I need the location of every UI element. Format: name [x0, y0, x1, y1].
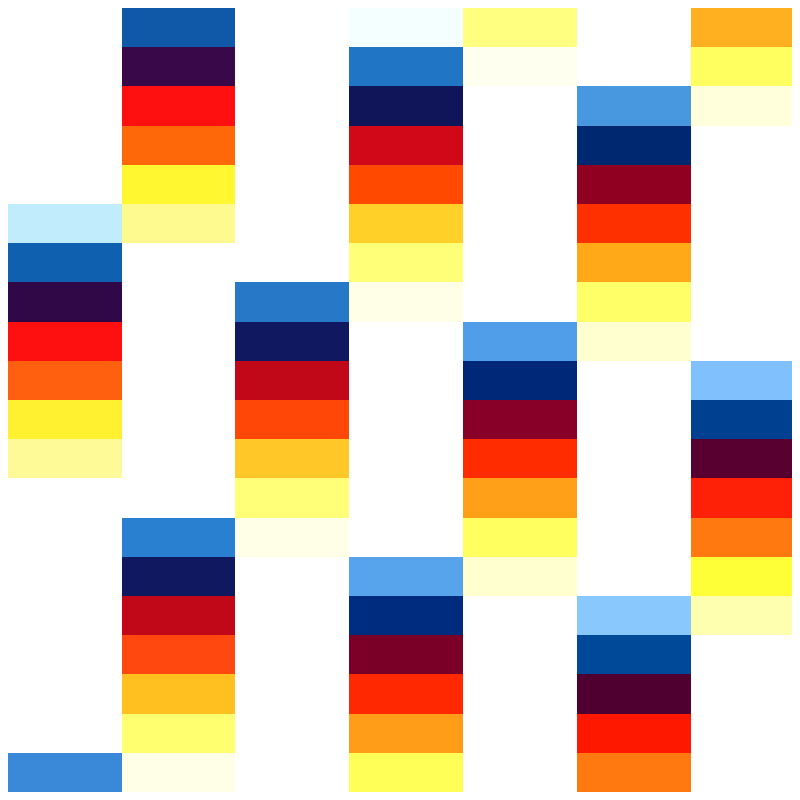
heatmap-cell-r12-c4: [463, 478, 577, 518]
heatmap-cell-r14-c4: [463, 557, 577, 596]
heatmap-cell-r17-c5: [577, 674, 691, 714]
heatmap-cell-r1-c3: [349, 47, 463, 86]
heatmap-cell-r2-c1: [122, 86, 235, 126]
heatmap-cell-r7-c0: [8, 282, 122, 322]
heatmap-cell-r5-c3: [349, 204, 463, 243]
heatmap-cell-r2-c6: [691, 86, 792, 126]
heatmap-cell-r17-c3: [349, 674, 463, 714]
heatmap-cell-r19-c0: [8, 753, 122, 792]
heatmap-cell-r3-c1: [122, 126, 235, 165]
heatmap-cell-r6-c3: [349, 243, 463, 282]
heatmap-cell-r8-c5: [577, 322, 691, 361]
heatmap-cell-r15-c6: [691, 596, 792, 635]
heatmap-cell-r8-c4: [463, 322, 577, 361]
heatmap-cell-r14-c3: [349, 557, 463, 596]
heatmap-cell-r7-c5: [577, 282, 691, 322]
heatmap-cell-r8-c2: [235, 322, 349, 361]
heatmap-cell-r9-c6: [691, 361, 792, 400]
heatmap-cell-r19-c5: [577, 753, 691, 792]
heatmap-cell-r0-c6: [691, 8, 792, 47]
heatmap-cell-r1-c6: [691, 47, 792, 86]
heatmap-cell-r11-c0: [8, 439, 122, 478]
heatmap-cell-r13-c1: [122, 518, 235, 557]
heatmap-cell-r3-c5: [577, 126, 691, 165]
heatmap-cell-r9-c2: [235, 361, 349, 400]
heatmap-cell-r0-c4: [463, 8, 577, 47]
heatmap-cell-r15-c1: [122, 596, 235, 635]
heatmap-cell-r13-c4: [463, 518, 577, 557]
heatmap-cell-r16-c5: [577, 635, 691, 674]
heatmap-cell-r16-c3: [349, 635, 463, 674]
heatmap-cell-r18-c3: [349, 714, 463, 753]
heatmap-cell-r17-c1: [122, 674, 235, 714]
heatmap-cell-r12-c2: [235, 478, 349, 518]
heatmap-cell-r18-c5: [577, 714, 691, 753]
heatmap-cell-r1-c1: [122, 47, 235, 86]
heatmap-cell-r1-c4: [463, 47, 577, 86]
heatmap-cell-r15-c5: [577, 596, 691, 635]
heatmap-cell-r12-c6: [691, 478, 792, 518]
heatmap-cell-r14-c1: [122, 557, 235, 596]
heatmap-cell-r10-c2: [235, 400, 349, 439]
heatmap-cell-r19-c3: [349, 753, 463, 792]
heatmap-cell-r18-c1: [122, 714, 235, 753]
heatmap-cell-r6-c0: [8, 243, 122, 282]
heatmap-cell-r14-c6: [691, 557, 792, 596]
heatmap-cell-r9-c0: [8, 361, 122, 400]
heatmap-cell-r11-c6: [691, 439, 792, 478]
heatmap-cell-r7-c3: [349, 282, 463, 322]
heatmap-cell-r15-c3: [349, 596, 463, 635]
heatmap-cell-r4-c5: [577, 165, 691, 204]
heatmap-cell-r7-c2: [235, 282, 349, 322]
heatmap-cell-r2-c5: [577, 86, 691, 126]
heatmap-cell-r19-c1: [122, 753, 235, 792]
heatmap-cell-r13-c2: [235, 518, 349, 557]
heatmap-cell-r0-c3: [349, 8, 463, 47]
heatmap-cell-r0-c1: [122, 8, 235, 47]
heatmap-cell-r2-c3: [349, 86, 463, 126]
heatmap-cell-r11-c2: [235, 439, 349, 478]
heatmap-cell-r10-c0: [8, 400, 122, 439]
heatmap-cell-r4-c3: [349, 165, 463, 204]
heatmap-cell-r10-c4: [463, 400, 577, 439]
heatmap-cell-r8-c0: [8, 322, 122, 361]
heatmap-cell-r13-c6: [691, 518, 792, 557]
heatmap-cell-r4-c1: [122, 165, 235, 204]
heatmap-cell-r5-c1: [122, 204, 235, 243]
heatmap-cell-r5-c0: [8, 204, 122, 243]
heatmap-cell-r11-c4: [463, 439, 577, 478]
heatmap-cell-r5-c5: [577, 204, 691, 243]
heatmap-cell-r9-c4: [463, 361, 577, 400]
heatmap-cell-r6-c5: [577, 243, 691, 282]
heatmap-cell-r3-c3: [349, 126, 463, 165]
heatmap-cell-r10-c6: [691, 400, 792, 439]
heatmap-cell-r16-c1: [122, 635, 235, 674]
